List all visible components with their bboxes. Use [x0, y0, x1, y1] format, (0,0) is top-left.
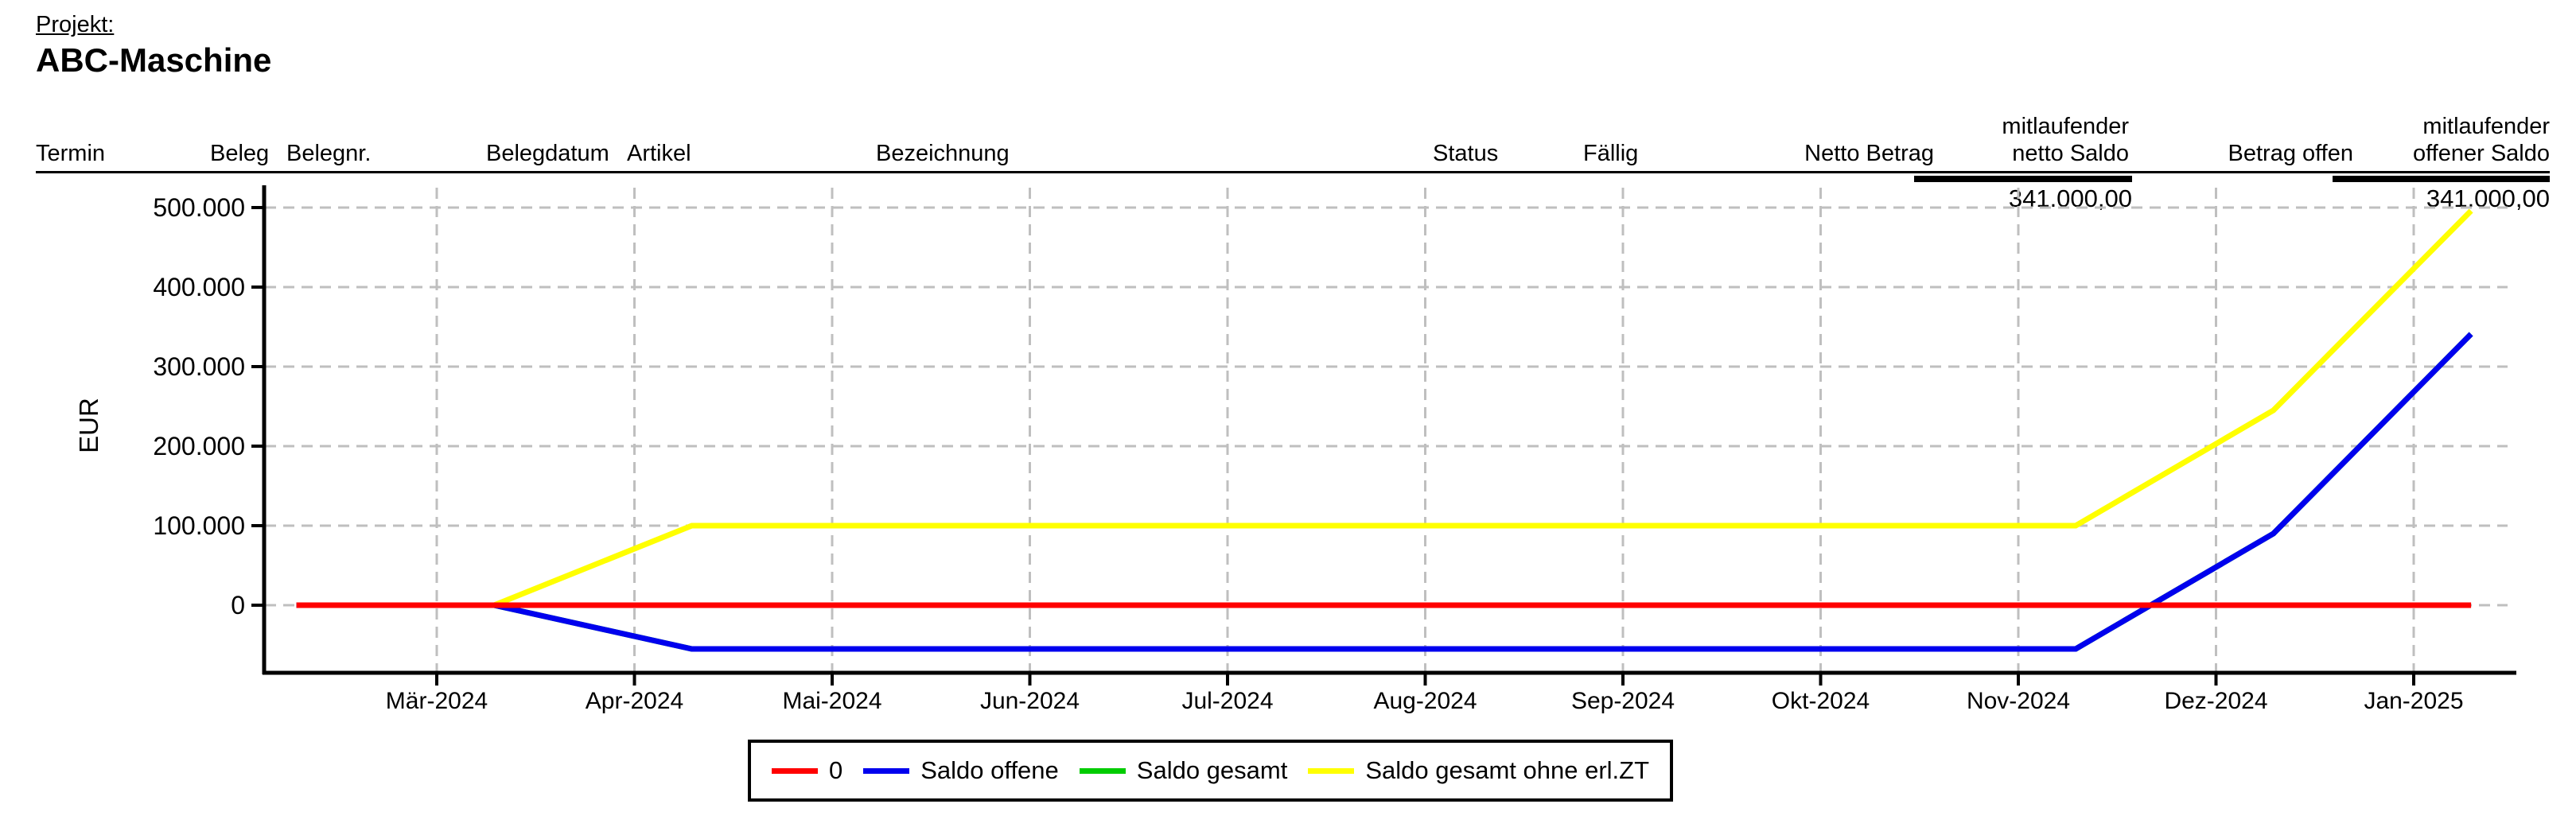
x-tick-label: Mär-2024 [385, 688, 488, 714]
series-line-saldo-offene [296, 332, 2473, 652]
column-header-belegnr: Belegnr. [286, 141, 372, 166]
y-tick-label: 500.000 [153, 193, 245, 222]
legend-item-saldo-gesamt: Saldo gesamt [1079, 756, 1288, 785]
netto-saldo-total-bar [1914, 176, 2132, 182]
saldo-offene-swatch [863, 767, 910, 774]
column-header-mitlaufender-netto-line1: mitlaufender [2002, 114, 2129, 139]
column-header-beleg: Beleg [210, 141, 270, 166]
legend-label: Saldo gesamt ohne erl.ZT [1365, 756, 1650, 784]
column-header-termin: Termin [36, 141, 106, 166]
x-tick-label: Mai-2024 [782, 688, 882, 714]
legend-label: 0 [829, 756, 843, 784]
x-tick-label: Jul-2024 [1181, 688, 1274, 714]
chart-legend: 0 Saldo offene Saldo gesamt Saldo gesamt… [748, 740, 1674, 802]
y-tick-label: 100.000 [153, 511, 245, 540]
y-axis-title: EUR [74, 398, 103, 453]
x-tick-label: Nov-2024 [1966, 688, 2071, 714]
x-tick-label: Dez-2024 [2164, 688, 2268, 714]
x-tick-label: Okt-2024 [1771, 688, 1870, 714]
y-tick-label: 200.000 [153, 432, 245, 460]
column-header-mitlaufender-offen-line2: offener Saldo [2413, 141, 2550, 166]
column-header-artikel: Artikel [627, 141, 691, 166]
column-header-mitlaufender-netto-line2: netto Saldo [2012, 141, 2129, 166]
project-label: Projekt: [36, 12, 115, 37]
legend-item-saldo-offene: Saldo offene [863, 756, 1059, 785]
y-tick-label: 300.000 [153, 352, 245, 381]
column-header-mitlaufender-offen-line1: mitlaufender [2422, 114, 2550, 139]
column-header-betrag-offen: Betrag offen [2228, 141, 2353, 166]
x-tick-label: Jan-2025 [2364, 688, 2464, 714]
column-header-faellig: Fällig [1583, 141, 1639, 166]
legend-item-saldo-gesamt-ohne-erlzt: Saldo gesamt ohne erl.ZT [1308, 756, 1649, 785]
legend-item-zero: 0 [772, 756, 842, 785]
x-tick-label: Sep-2024 [1570, 688, 1675, 714]
saldo-gesamt-ohne-erlzt-swatch [1308, 767, 1355, 774]
y-tick-label: 400.000 [153, 273, 245, 301]
saldo-gesamt-swatch [1079, 767, 1126, 774]
legend-label: Saldo gesamt [1136, 756, 1288, 784]
column-header-netto-betrag: Netto Betrag [1804, 141, 1934, 166]
column-header-bezeichnung: Bezeichnung [876, 141, 1010, 166]
zero-line-swatch [772, 767, 818, 774]
series-line-saldo-gesamt-ohne-erl-zt [296, 208, 2473, 608]
legend-label: Saldo offene [920, 756, 1059, 784]
x-tick-label: Jun-2024 [979, 688, 1080, 714]
header-rule [36, 171, 2550, 173]
y-tick-label: 0 [231, 591, 245, 620]
series-line-saldo-gesamt [296, 332, 2473, 652]
offener-saldo-total-bar [2333, 176, 2550, 182]
column-header-status: Status [1433, 141, 1499, 166]
page-title: ABC-Maschine [36, 41, 272, 79]
x-tick-label: Aug-2024 [1373, 688, 1477, 714]
column-header-belegdatum: Belegdatum [486, 141, 609, 166]
x-tick-label: Apr-2024 [585, 688, 684, 714]
